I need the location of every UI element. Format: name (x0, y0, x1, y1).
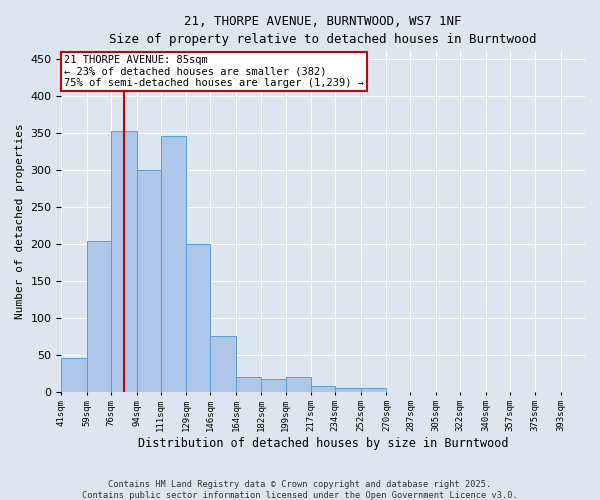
Bar (262, 379, 286, 392)
Bar (137, 170, 161, 392)
Bar (87, 240, 111, 392)
Bar (236, 377, 262, 392)
Bar (361, 388, 386, 392)
Bar (161, 136, 186, 392)
Y-axis label: Number of detached properties: Number of detached properties (15, 124, 25, 320)
Bar (311, 386, 335, 392)
Text: Contains HM Land Registry data © Crown copyright and database right 2025.
Contai: Contains HM Land Registry data © Crown c… (82, 480, 518, 500)
Title: 21, THORPE AVENUE, BURNTWOOD, WS7 1NF
Size of property relative to detached hous: 21, THORPE AVENUE, BURNTWOOD, WS7 1NF Si… (109, 15, 537, 46)
Bar (286, 377, 311, 392)
Text: 21 THORPE AVENUE: 85sqm
← 23% of detached houses are smaller (382)
75% of semi-d: 21 THORPE AVENUE: 85sqm ← 23% of detache… (64, 54, 364, 88)
Bar (61, 358, 87, 392)
Bar (335, 388, 361, 392)
X-axis label: Distribution of detached houses by size in Burntwood: Distribution of detached houses by size … (138, 437, 508, 450)
Bar (186, 244, 211, 392)
Bar (211, 336, 236, 392)
Bar (111, 131, 137, 392)
